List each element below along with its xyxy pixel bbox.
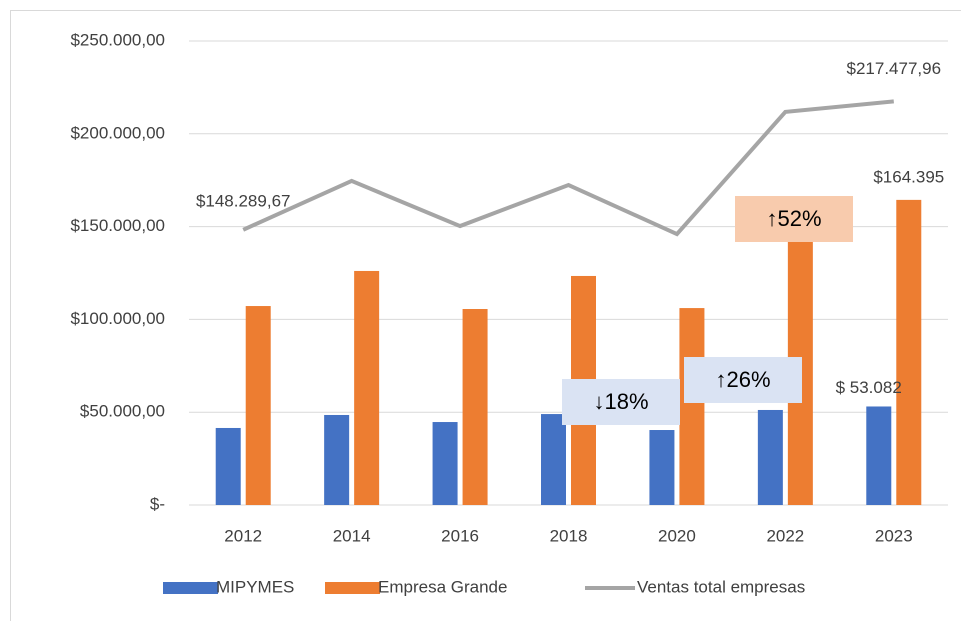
annotation: ↑52% xyxy=(766,206,821,231)
bar xyxy=(354,270,380,505)
legend-label: Ventas total empresas xyxy=(637,577,805,596)
y-tick-label: $100.000,00 xyxy=(70,309,165,328)
y-tick-label: $200.000,00 xyxy=(70,123,165,142)
legend-label: MIPYMES xyxy=(216,577,294,596)
bar xyxy=(757,409,783,505)
bar xyxy=(866,406,892,505)
x-tick-label: 2022 xyxy=(766,526,804,545)
x-tick-label: 2018 xyxy=(550,526,588,545)
line xyxy=(242,99,894,237)
x-tick-label: 2023 xyxy=(875,526,913,545)
annotation: ↑26% xyxy=(715,367,770,392)
legend-swatch xyxy=(325,582,380,594)
annotation: ↓18% xyxy=(593,389,648,414)
bar xyxy=(432,422,458,505)
bar xyxy=(245,306,271,505)
annotation-box xyxy=(735,196,853,242)
y-tick-label: $150.000,00 xyxy=(70,216,165,235)
x-tick-label: 2020 xyxy=(658,526,696,545)
data-label: $164.395 xyxy=(873,167,944,186)
legend-label: Empresa Grande xyxy=(378,577,507,596)
x-tick-label: 2016 xyxy=(441,526,479,545)
data-label: $148.289,67 xyxy=(196,191,291,210)
bar xyxy=(541,414,566,505)
data-label: $ 53.082 xyxy=(836,378,902,397)
bar xyxy=(215,427,241,505)
bar xyxy=(462,309,488,505)
y-tick-label: $- xyxy=(150,494,165,513)
chart-frame xyxy=(10,10,961,621)
legend-swatch xyxy=(163,582,218,594)
bar xyxy=(324,414,350,505)
bar xyxy=(896,199,922,505)
annotation-box xyxy=(684,357,802,403)
bar xyxy=(649,430,675,505)
data-label: $217.477,96 xyxy=(847,59,942,78)
x-tick-label: 2014 xyxy=(333,526,371,545)
y-tick-label: $250.000,00 xyxy=(70,30,165,49)
bar xyxy=(679,308,705,505)
bar xyxy=(787,208,813,506)
x-tick-label: 2012 xyxy=(224,526,262,545)
y-tick-label: $50.000,00 xyxy=(80,402,165,421)
annotation-box xyxy=(562,379,680,425)
